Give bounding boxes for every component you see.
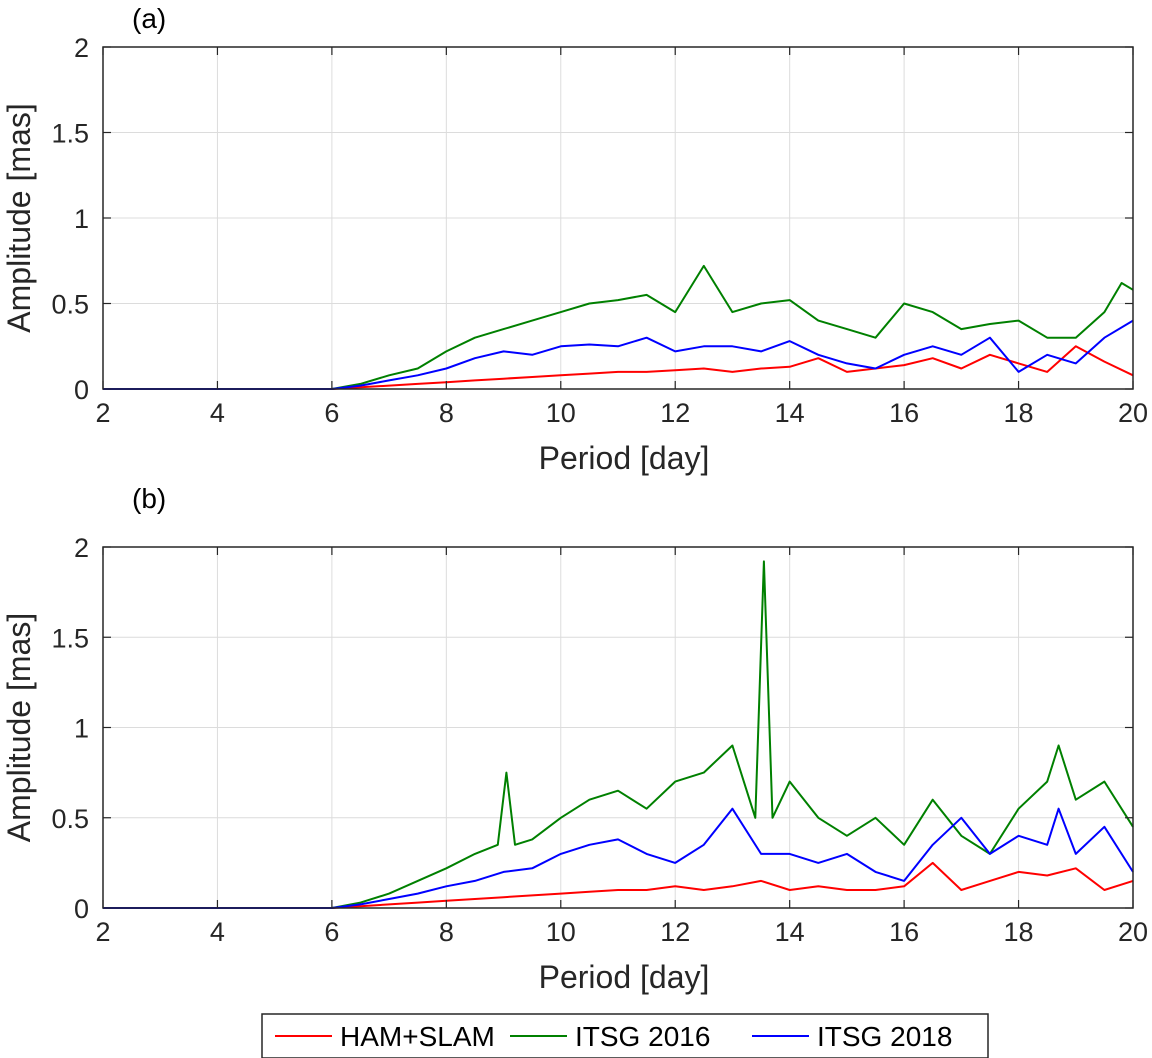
x-tick-label: 20 [1118,398,1148,428]
x-tick-label: 16 [889,398,919,428]
y-tick-label: 1 [74,714,89,744]
y-tick-label: 1.5 [51,119,89,149]
x-tick-label: 2 [95,398,110,428]
legend-box [261,1013,989,1058]
y-tick-label: 0 [74,375,89,405]
y-tick-label: 2 [74,33,89,63]
panel-label: (b) [132,483,166,514]
y-axis-label: Amplitude [mas] [1,103,37,332]
x-axis-label: Period [day] [539,440,710,476]
x-tick-label: 8 [439,398,454,428]
y-tick-label: 1 [74,204,89,234]
x-tick-label: 4 [210,398,225,428]
y-axis-label: Amplitude [mas] [1,613,37,842]
legend: HAM+SLAM ITSG 2016 ITSG 2018 [261,1013,989,1058]
series-line-itsg-2016 [103,264,1134,390]
y-tick-label: 0 [74,894,89,924]
y-tick-label: 2 [74,533,89,563]
legend-label-ham-slam: HAM+SLAM [340,1021,495,1052]
panel-label: (a) [132,3,166,34]
legend-label-itsg-2016: ITSG 2016 [575,1021,710,1052]
x-tick-label: 4 [210,917,225,947]
x-tick-label: 10 [546,398,576,428]
x-tick-label: 12 [660,398,690,428]
y-tick-label: 1.5 [51,623,89,653]
x-tick-label: 16 [889,917,919,947]
x-tick-label: 14 [775,917,805,947]
y-tick-label: 0.5 [51,290,89,320]
x-tick-label: 20 [1118,917,1148,947]
x-tick-label: 6 [324,917,339,947]
x-axis-label: Period [day] [539,959,710,995]
x-tick-label: 10 [546,917,576,947]
x-tick-label: 18 [1004,917,1034,947]
series-line-ham-slam [103,861,1134,909]
x-tick-label: 14 [775,398,805,428]
x-tick-label: 6 [324,398,339,428]
x-tick-label: 8 [439,917,454,947]
panel-b: 2 4 6 8 10 12 14 16 18 20 0 0.5 1 1.5 2 Period [day] Amp… [1,483,1148,995]
series-line-ham-slam [103,345,1134,390]
panel-a: 2 4 6 8 10 12 14 16 18 20 0 0.5 1 1.5 2 Period [day] Amp… [1,3,1148,476]
series-line-itsg-2018 [103,319,1134,390]
x-tick-label: 2 [95,917,110,947]
x-tick-label: 12 [660,917,690,947]
series-line-itsg-2018 [103,807,1134,909]
y-tick-label: 0.5 [51,804,89,834]
x-tick-label: 18 [1004,398,1034,428]
series-line-itsg-2016 [103,560,1134,909]
legend-label-itsg-2018: ITSG 2018 [817,1021,952,1052]
